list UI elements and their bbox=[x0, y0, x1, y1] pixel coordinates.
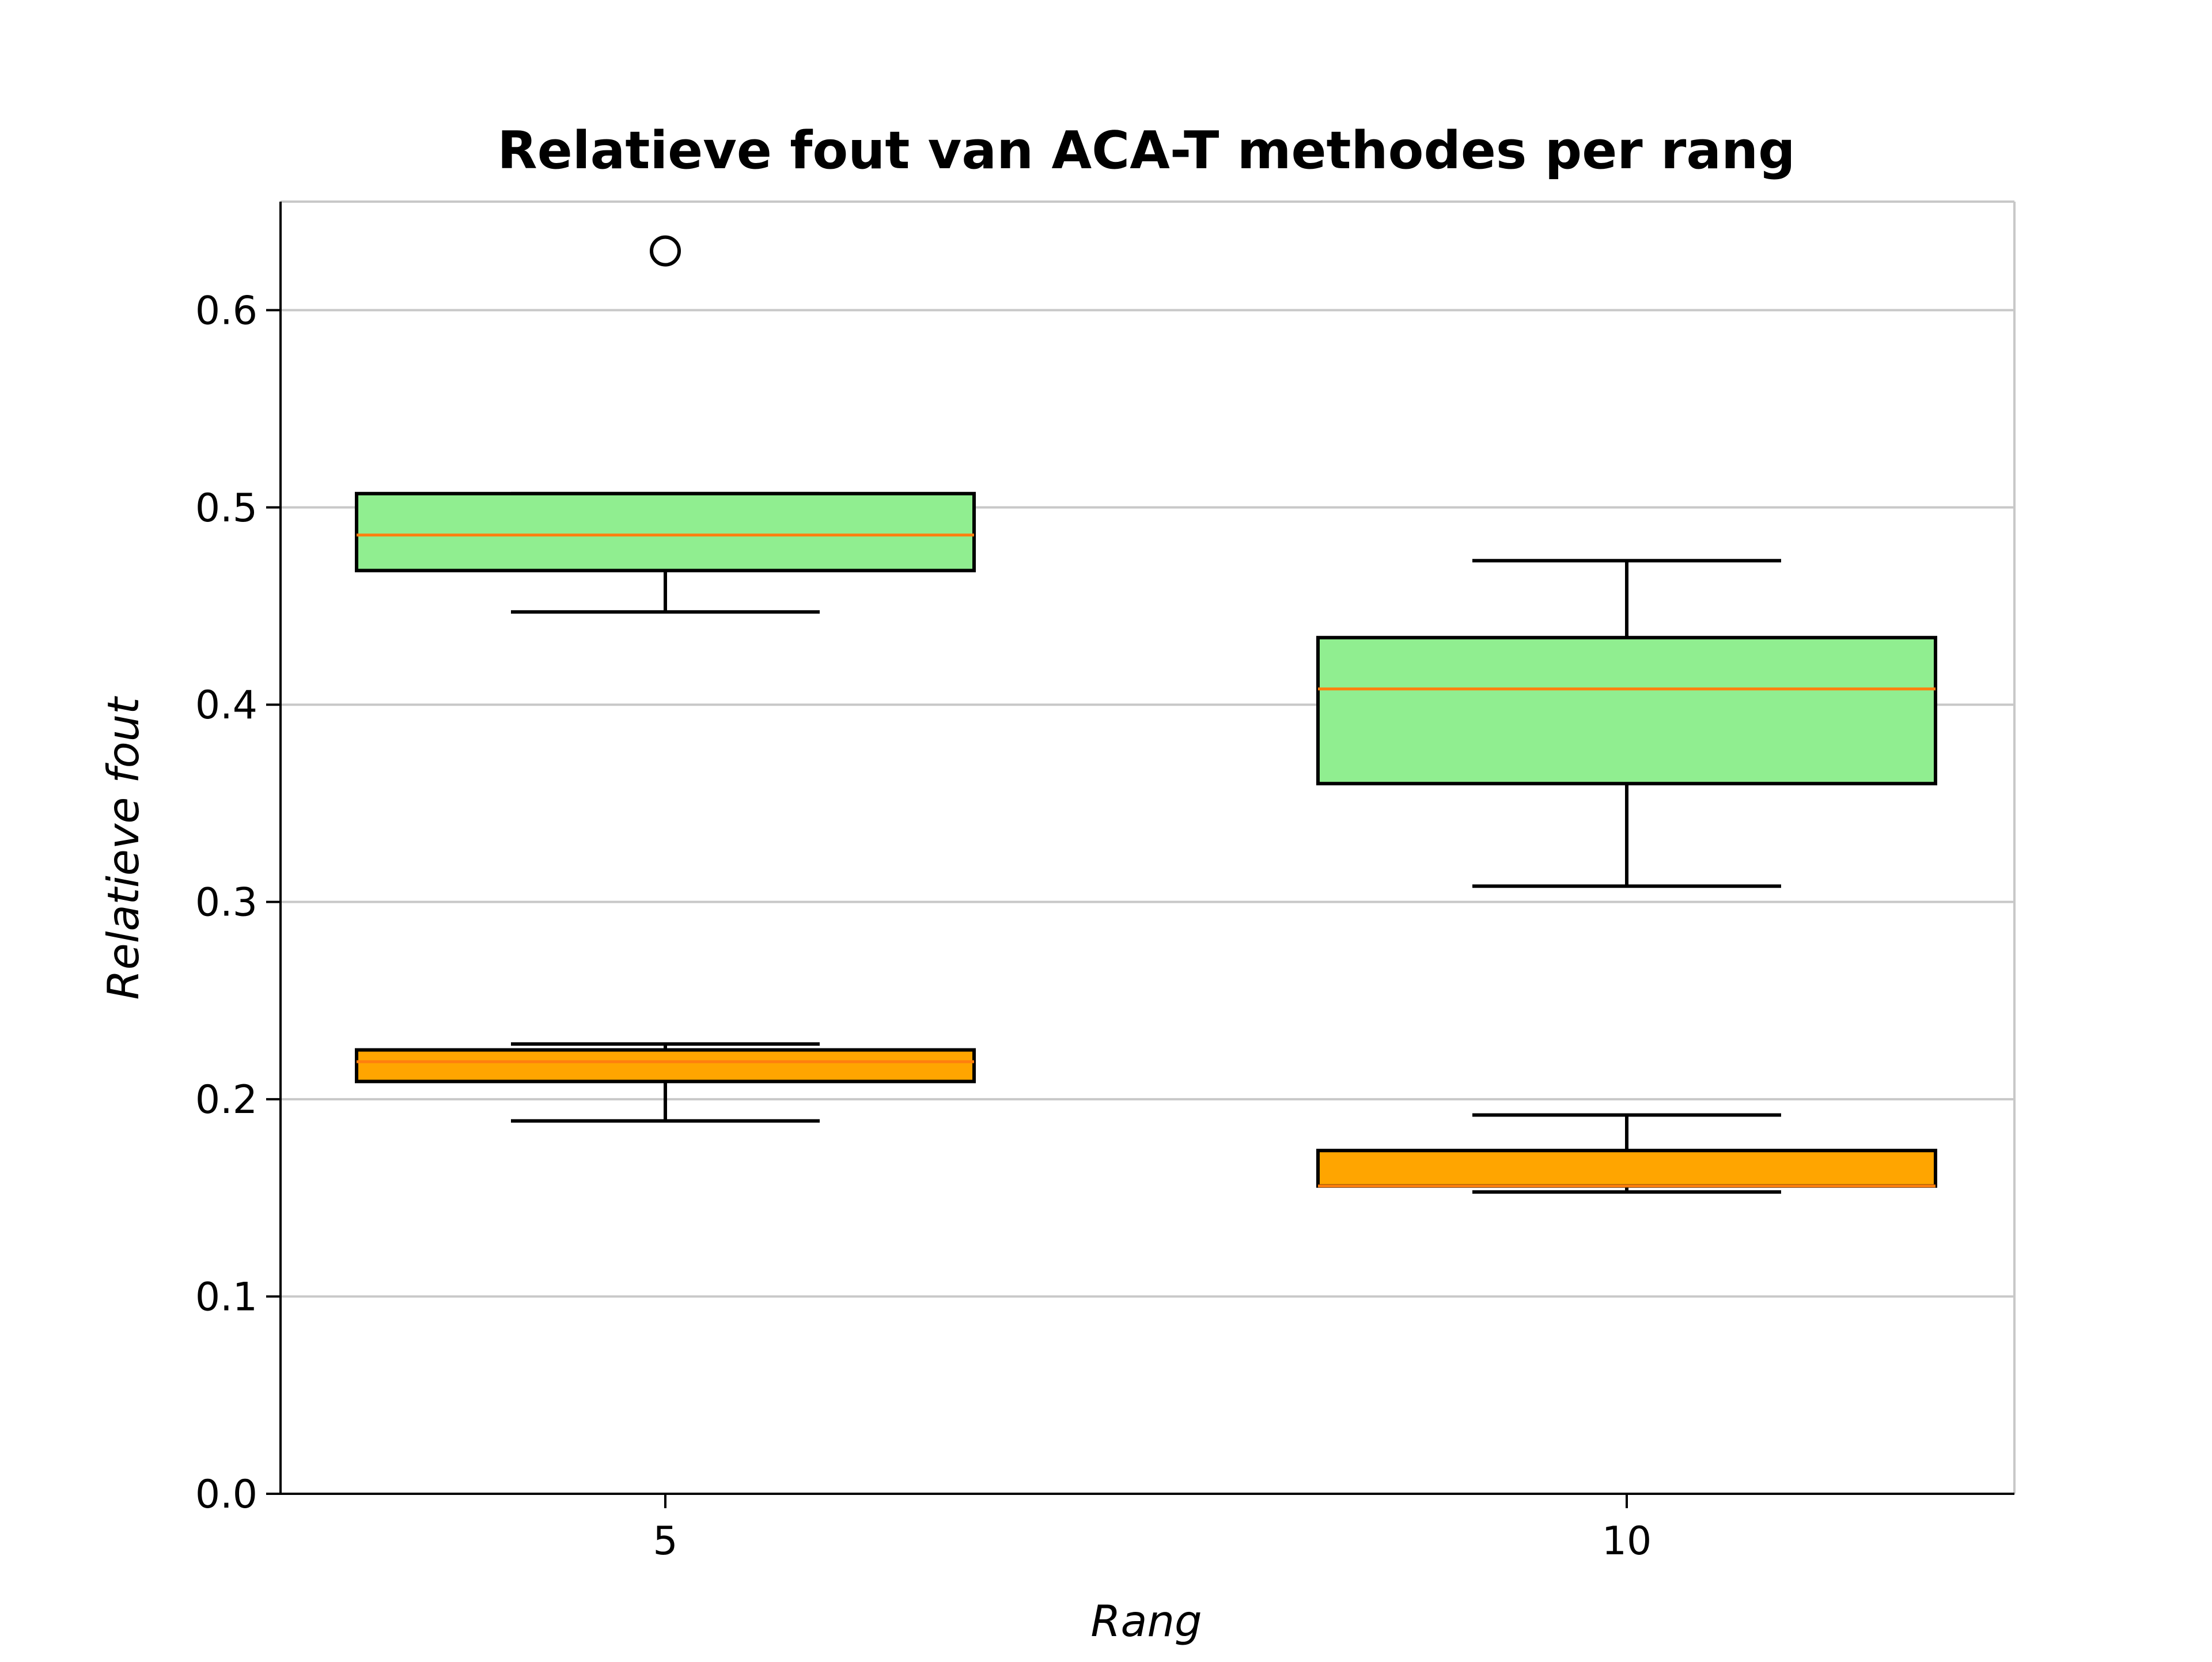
box-body bbox=[1316, 635, 1937, 786]
x-tick-label: 5 bbox=[653, 1519, 677, 1564]
x-axis-label: Rang bbox=[1090, 1596, 1202, 1646]
box-body bbox=[1316, 1149, 1937, 1188]
box-2-rang-10 bbox=[1316, 1113, 1937, 1194]
box-body bbox=[355, 491, 976, 573]
box-1-rang-10 bbox=[1316, 559, 1937, 888]
x-tick-label: 10 bbox=[1602, 1519, 1652, 1564]
y-tick-label: 0.4 bbox=[195, 683, 257, 728]
y-tick-label: 0.0 bbox=[195, 1472, 257, 1517]
y-tick-label: 0.2 bbox=[195, 1077, 257, 1123]
y-tick-label: 0.5 bbox=[195, 486, 257, 531]
box-1-rang-5 bbox=[355, 235, 976, 614]
box-body bbox=[355, 1048, 976, 1084]
chart-title: Relatieve fout van ACA-T methodes per ra… bbox=[497, 120, 1795, 181]
y-axis-label: Relatieve fout bbox=[98, 696, 149, 1000]
box-2-rang-5 bbox=[355, 1042, 976, 1123]
y-tick-label: 0.6 bbox=[195, 288, 257, 334]
box-layer bbox=[355, 235, 1937, 1194]
outlier-point bbox=[650, 235, 681, 267]
plot-frame bbox=[279, 200, 2016, 1495]
y-tick-label: 0.1 bbox=[195, 1275, 257, 1320]
y-tick-label: 0.3 bbox=[195, 880, 257, 926]
tick-layer: 0.0 0.1 0.2 0.3 0.4 0.5 0.6 5 10 bbox=[195, 288, 1652, 1564]
